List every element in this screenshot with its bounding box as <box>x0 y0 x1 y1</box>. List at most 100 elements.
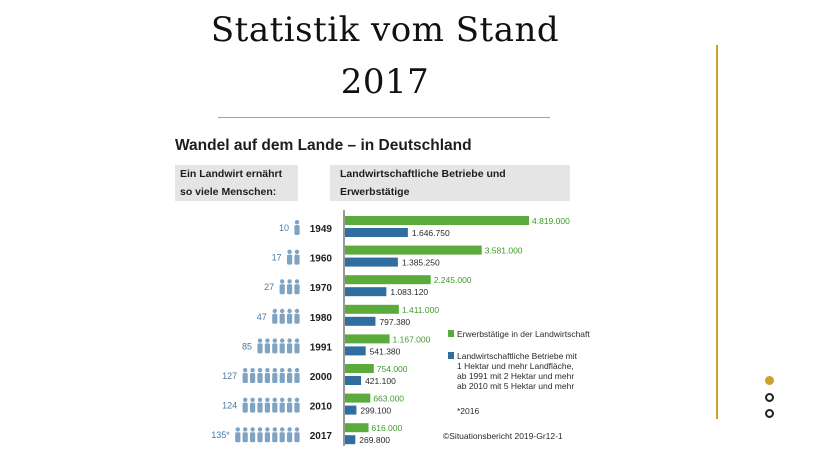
source-credit: ©Situationsbericht 2019-Gr12-1 <box>443 431 563 441</box>
label-employed-1960: 3.581.000 <box>485 246 523 256</box>
person-icon <box>279 279 285 295</box>
person-icon <box>287 249 293 265</box>
legend-green-swatch <box>448 330 454 337</box>
label-employed-2017: 616.000 <box>372 423 403 433</box>
bar-chart: 4.819.000 1.646.750 1949 10 3.581.000 1.385.2… <box>211 210 570 446</box>
person-icon <box>287 338 293 354</box>
person-icon <box>272 397 278 413</box>
person-icon <box>287 308 293 324</box>
person-icon <box>287 427 293 443</box>
year-label-2010: 2010 <box>310 402 333 413</box>
legend-blue-line: 1 Hektar und mehr Landfläche, <box>457 361 574 371</box>
left-header-line2: so viele Menschen: <box>180 186 277 198</box>
people-fed-1991: 85 <box>242 341 252 351</box>
people-fed-1960: 17 <box>272 253 282 263</box>
footnote: *2016 <box>457 406 480 416</box>
slide-nav-dot[interactable] <box>765 409 774 418</box>
legend-green: Erwerbstätige in der Landwirtschaft <box>448 329 590 339</box>
person-icon <box>264 427 270 443</box>
bar-employed-2017 <box>345 423 369 433</box>
people-fed-2017: 135* <box>211 430 230 440</box>
person-icon <box>287 397 293 413</box>
year-label-2000: 2000 <box>310 372 333 383</box>
label-farms-1991: 541.380 <box>370 346 401 356</box>
person-icon <box>272 308 278 324</box>
label-farms-2010: 299.100 <box>360 406 391 416</box>
person-icon <box>294 338 300 354</box>
label-farms-1970: 1.083.120 <box>390 287 428 297</box>
person-icon <box>257 397 263 413</box>
slide-title-line1: Statistik vom Stand <box>210 10 560 50</box>
bar-employed-1991 <box>345 334 390 344</box>
bar-farms-2000 <box>345 376 362 385</box>
label-farms-1980: 797.380 <box>379 317 410 327</box>
label-farms-2017: 269.800 <box>359 435 390 445</box>
bar-farms-1991 <box>345 346 366 356</box>
person-icon <box>242 427 248 443</box>
year-label-1970: 1970 <box>310 283 333 294</box>
slide-nav-dot[interactable] <box>765 393 774 402</box>
person-icon <box>242 368 248 383</box>
person-icon <box>294 427 300 443</box>
person-icon <box>287 279 293 295</box>
person-icon <box>257 368 263 383</box>
left-header-line1: Ein Landwirt ernährt <box>180 168 283 180</box>
person-icon <box>279 308 285 324</box>
legend-blue-line: ab 1991 mit 2 Hektar und mehr <box>457 371 575 381</box>
bar-farms-2017 <box>345 435 356 445</box>
legend-green-label: Erwerbstätige in der Landwirtschaft <box>457 329 590 339</box>
label-farms-2000: 421.100 <box>365 376 396 386</box>
bar-farms-1970 <box>345 287 387 297</box>
infographic: Wandel auf dem Lande – in Deutschland Ei… <box>165 130 597 446</box>
year-label-1980: 1980 <box>310 313 333 324</box>
person-icon <box>294 397 300 413</box>
person-icon <box>279 338 285 354</box>
people-fed-2000: 127 <box>222 371 237 381</box>
person-icon <box>264 368 270 383</box>
bar-employed-2000 <box>345 364 374 373</box>
person-icon <box>257 427 263 443</box>
slide-title-line2: 2017 <box>340 62 430 102</box>
person-icon <box>279 397 285 413</box>
person-icon <box>294 368 300 383</box>
people-fed-2010: 124 <box>222 401 237 411</box>
left-header: Ein Landwirt ernährt so viele Menschen: <box>175 165 298 201</box>
side-divider <box>716 45 718 419</box>
people-fed-1949: 10 <box>279 223 289 233</box>
bar-farms-1980 <box>345 316 376 326</box>
person-icon <box>250 368 256 383</box>
bar-employed-1970 <box>345 275 431 285</box>
person-icon <box>294 220 300 235</box>
person-icon <box>250 397 256 413</box>
person-icon <box>264 338 270 354</box>
label-employed-1980: 1.411.000 <box>402 305 439 315</box>
person-icon <box>250 427 256 443</box>
slide-nav-dot-active[interactable] <box>765 376 774 385</box>
label-farms-1949: 1.646.750 <box>412 228 450 238</box>
person-icon <box>287 368 293 383</box>
bar-employed-1960 <box>345 245 482 255</box>
label-employed-2010: 663.000 <box>373 394 404 404</box>
label-farms-1960: 1.385.250 <box>402 258 440 268</box>
person-icon <box>272 427 278 443</box>
bar-employed-1980 <box>345 304 399 314</box>
label-employed-1991: 1.167.000 <box>393 334 431 344</box>
title-divider <box>218 117 550 118</box>
right-header-line1: Landwirtschaftliche Betriebe und <box>340 168 506 180</box>
legend-blue: Landwirtschaftliche Betriebe mit 1 Hekta… <box>448 351 578 391</box>
label-employed-2000: 754.000 <box>377 364 408 374</box>
person-icon <box>264 397 270 413</box>
legend-blue-line: Landwirtschaftliche Betriebe mit <box>457 351 578 361</box>
person-icon <box>294 308 300 324</box>
people-fed-1970: 27 <box>264 282 274 292</box>
year-label-2017: 2017 <box>310 431 333 442</box>
person-icon <box>257 338 263 354</box>
person-icon <box>272 368 278 383</box>
year-label-1991: 1991 <box>310 342 333 353</box>
person-icon <box>279 368 285 383</box>
people-fed-1980: 47 <box>257 312 267 322</box>
bar-farms-1960 <box>345 257 398 267</box>
bar-farms-2010 <box>345 405 357 415</box>
person-icon <box>294 279 300 295</box>
bar-employed-1949 <box>345 216 529 225</box>
